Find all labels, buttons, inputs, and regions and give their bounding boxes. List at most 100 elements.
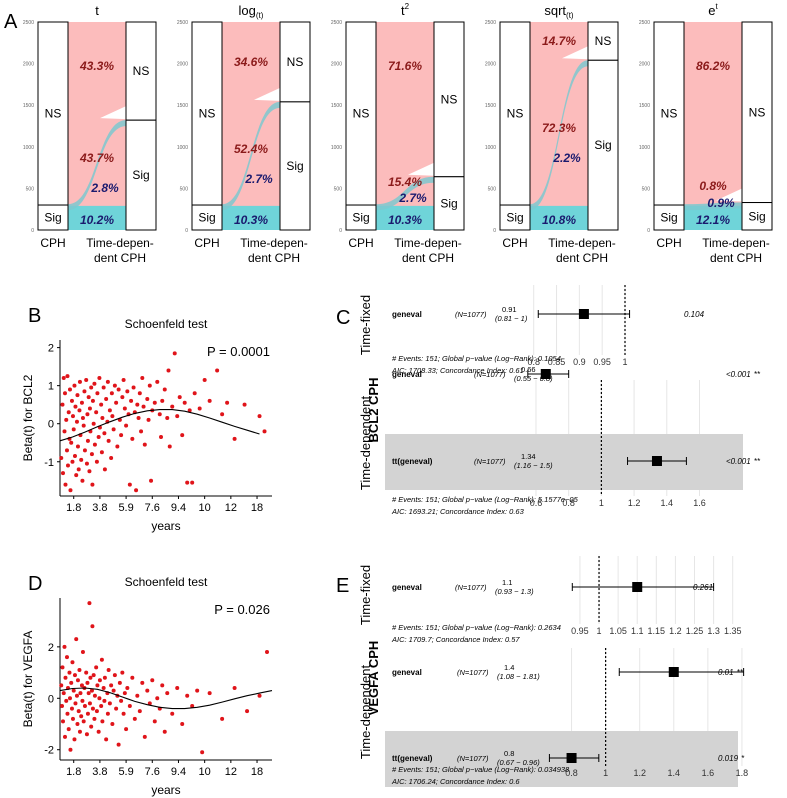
data-point	[152, 719, 157, 724]
panel-label-d: D	[28, 573, 42, 595]
x-tick-label: 3.8	[92, 766, 107, 778]
data-point	[197, 406, 202, 411]
title-main: sqrt	[544, 3, 566, 18]
x-axis-label-left: CPH	[348, 236, 373, 250]
stock-right-sig	[587, 59, 619, 231]
forest-tick-label: 0.95	[593, 357, 611, 367]
x-axis-label-right: Time-depen-	[86, 236, 154, 250]
forest-hr: 1.34	[521, 452, 536, 461]
data-point	[187, 408, 192, 413]
data-point	[77, 379, 82, 384]
data-point	[76, 709, 81, 714]
p-value-text: 0.019	[718, 754, 739, 763]
forest-var-label: geneval	[392, 668, 422, 677]
data-point	[89, 724, 94, 729]
data-point	[61, 376, 66, 381]
data-point	[157, 412, 162, 417]
data-point	[94, 665, 99, 670]
panel-label-c: C	[336, 307, 350, 329]
data-point	[180, 433, 185, 438]
row-shade	[385, 731, 738, 787]
stock-label: Sig	[44, 211, 61, 225]
flow-ns-ns	[222, 22, 280, 230]
forest-ci: (0.67 − 0.96)	[497, 758, 540, 767]
point-estimate	[632, 582, 643, 592]
data-point	[112, 383, 117, 388]
y-tick-label: 2000	[23, 62, 34, 68]
data-point	[265, 650, 270, 654]
stock-label: Sig	[440, 196, 457, 210]
data-point	[177, 395, 182, 400]
data-point	[215, 368, 220, 373]
data-point	[185, 480, 190, 485]
data-point	[257, 693, 262, 698]
pct-label: 52.4%	[234, 142, 268, 156]
flow-ns-sig	[530, 60, 588, 211]
x-axis-label-left: CPH	[502, 236, 527, 250]
x-axis-label-right: Time-depen-	[548, 236, 616, 250]
data-point	[125, 686, 130, 690]
x-tick-label: 10	[199, 502, 211, 514]
data-point	[77, 729, 82, 734]
forest-n: (N=1077)	[457, 754, 489, 763]
data-point	[78, 691, 83, 696]
forest-n: (N=1077)	[455, 583, 487, 592]
y-axis-title: Beta(t) for BCL2	[21, 374, 35, 461]
data-point	[114, 400, 119, 405]
forest-tick-label: 1	[597, 626, 602, 636]
x-axis-title: years	[151, 783, 180, 797]
data-point	[105, 711, 110, 716]
forest-footer: AIC: 1706.24; Concordance Index: 0.6	[391, 777, 520, 786]
pct-label: 86.2%	[696, 59, 730, 73]
data-point	[67, 387, 72, 392]
y-tick-label: 2000	[485, 62, 496, 68]
data-point	[94, 709, 99, 714]
data-point	[139, 429, 144, 434]
data-point	[140, 680, 145, 685]
alluvial-chart: 0 500 1000 1500 2000 2500 NS Sig NS Sig 71.6% 15.4%…	[331, 2, 465, 265]
flow-sliver	[100, 106, 126, 120]
data-point	[69, 706, 74, 711]
pct-label: 34.6%	[234, 55, 268, 69]
data-point	[165, 416, 170, 420]
data-point	[73, 404, 78, 409]
forest-footer: AIC: 1693.21; Concordance Index: 0.63	[391, 507, 525, 516]
stock-label: Sig	[198, 211, 215, 225]
data-point	[145, 688, 150, 693]
data-point	[141, 404, 146, 409]
data-point	[60, 665, 65, 670]
data-point	[159, 435, 164, 440]
data-point	[111, 427, 116, 432]
data-point	[73, 701, 78, 706]
stock-label: NS	[287, 55, 304, 69]
data-point	[125, 389, 130, 394]
data-point	[166, 368, 171, 373]
pct-label: 0.8%	[699, 179, 727, 193]
point-estimate	[566, 753, 577, 763]
data-point	[104, 396, 109, 401]
data-point	[220, 716, 225, 721]
data-point	[91, 673, 96, 678]
data-point	[84, 461, 89, 466]
data-point	[107, 701, 112, 706]
data-point	[68, 747, 73, 752]
data-point	[99, 450, 104, 455]
data-point	[76, 467, 81, 472]
data-point	[142, 442, 147, 447]
x-axis-label-left: CPH	[40, 236, 65, 250]
data-point	[69, 440, 74, 445]
forest-var-label: geneval	[392, 310, 422, 319]
data-point	[100, 416, 105, 420]
data-point	[137, 391, 142, 396]
stock-left-sig	[499, 204, 531, 231]
data-point	[232, 686, 237, 690]
data-point	[162, 729, 167, 734]
data-point	[87, 701, 92, 706]
forest-p-value: 0.261	[693, 583, 713, 592]
data-point	[74, 637, 79, 642]
forest-hr: 0.8	[504, 749, 514, 758]
y-tick-label: 0	[31, 228, 34, 234]
y-tick-label: 0	[493, 228, 496, 234]
y-tick-label: 500	[642, 186, 651, 192]
data-point	[95, 391, 100, 396]
